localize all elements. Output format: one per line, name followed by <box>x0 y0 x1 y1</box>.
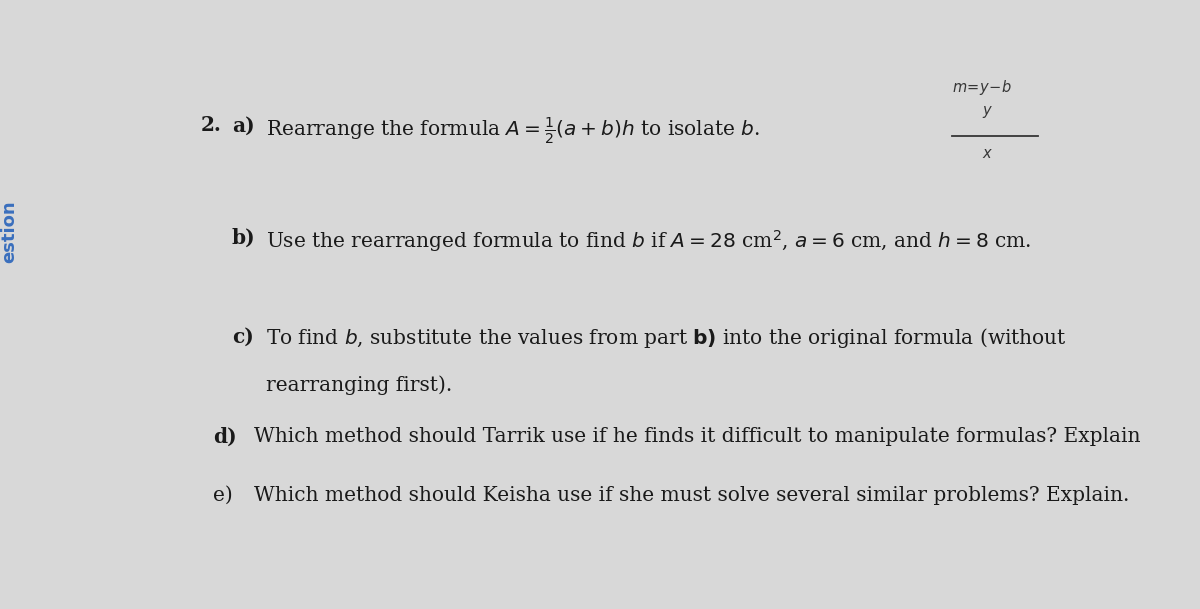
Text: 2.: 2. <box>202 115 222 135</box>
Text: d): d) <box>214 427 236 447</box>
Text: Which method should Keisha use if she must solve several similar problems? Expla: Which method should Keisha use if she mu… <box>254 486 1129 505</box>
Text: $y$: $y$ <box>983 104 994 119</box>
Text: c): c) <box>232 326 253 347</box>
Text: To find $b$, substitute the values from part $\mathbf{b)}$ into the original for: To find $b$, substitute the values from … <box>266 326 1067 350</box>
Text: Use the rearranged formula to find $b$ if $A = 28$ cm$^2$, $a = 6$ cm, and $h = : Use the rearranged formula to find $b$ i… <box>266 228 1032 254</box>
Text: Which method should Tarrik use if he finds it difficult to manipulate formulas? : Which method should Tarrik use if he fin… <box>254 427 1141 446</box>
Text: $x$: $x$ <box>983 146 994 161</box>
Text: b): b) <box>232 228 256 248</box>
Text: $m\!=\!y\!-\!b$: $m\!=\!y\!-\!b$ <box>952 78 1012 97</box>
Text: a): a) <box>232 115 254 135</box>
Text: estion: estion <box>0 200 19 262</box>
Text: Rearrange the formula $A = \frac{1}{2}(a + b)h$ to isolate $b$.: Rearrange the formula $A = \frac{1}{2}(a… <box>266 115 761 146</box>
Text: rearranging first).: rearranging first). <box>266 376 452 395</box>
Text: e): e) <box>214 486 233 505</box>
